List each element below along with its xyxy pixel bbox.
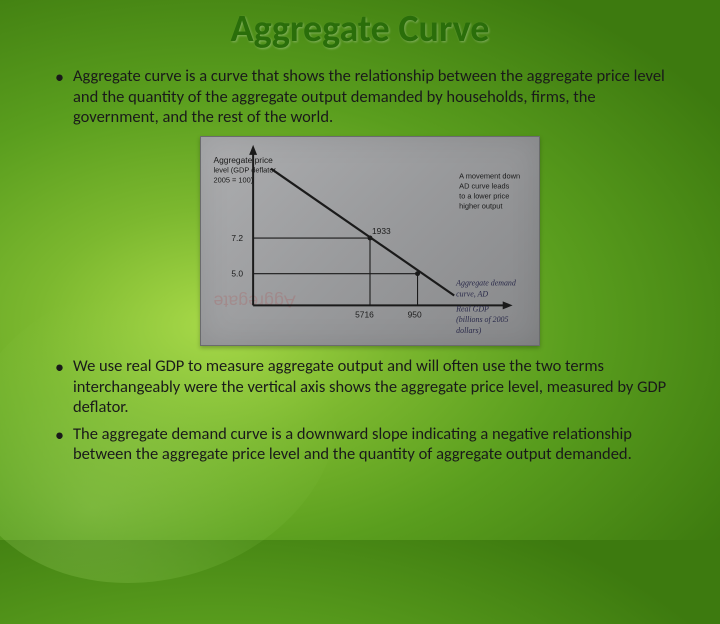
y-axis-arrow [249, 145, 257, 155]
demand-curve [271, 169, 454, 296]
aggregate-demand-chart: Aggregate Aggregate price level (GDP def… [200, 136, 540, 346]
side-note-2: AD curve leads [459, 181, 510, 190]
slide-content: Aggregate Curve Aggregate curve is a cur… [0, 0, 720, 481]
side-note-4: higher output [459, 201, 502, 210]
x-axis-label-2: (billions of 2005 [456, 315, 508, 324]
x-tick-2: 950 [408, 309, 422, 319]
chart-svg: Aggregate Aggregate price level (GDP def… [201, 137, 539, 345]
bullet-item: We use real GDP to measure aggregate out… [55, 356, 685, 418]
bullet-list-bottom: We use real GDP to measure aggregate out… [55, 356, 685, 465]
curve-label-1: Aggregate demand [455, 278, 516, 287]
y-tick-2: 5.0 [231, 269, 243, 279]
slide-title: Aggregate Curve [35, 6, 685, 52]
data-label: 1933 [372, 226, 391, 236]
bullet-item: Aggregate curve is a curve that shows th… [55, 66, 685, 128]
bullet-item: The aggregate demand curve is a downward… [55, 424, 685, 465]
y-axis-title-3: 2005 = 100) [214, 175, 254, 184]
y-axis-title-2: level (GDP deflator, [214, 166, 278, 175]
y-tick-1: 7.2 [231, 233, 243, 243]
ghost-text: Aggregate [213, 291, 295, 311]
bullet-list-top: Aggregate curve is a curve that shows th… [55, 66, 685, 128]
y-axis-title-1: Aggregate price [214, 155, 274, 165]
x-axis-label-3: dollars) [456, 326, 481, 335]
side-note-3: to a lower price [459, 191, 509, 200]
side-note-1: A movement down [459, 171, 520, 180]
data-point-2 [415, 271, 420, 276]
x-axis-arrow [503, 301, 513, 309]
curve-label-2: curve, AD [456, 289, 488, 298]
data-point-1 [368, 235, 373, 240]
x-axis-label-1: Real GDP [455, 304, 489, 313]
chart-container: Aggregate Aggregate price level (GDP def… [55, 136, 685, 346]
x-tick-1: 5716 [355, 309, 374, 319]
